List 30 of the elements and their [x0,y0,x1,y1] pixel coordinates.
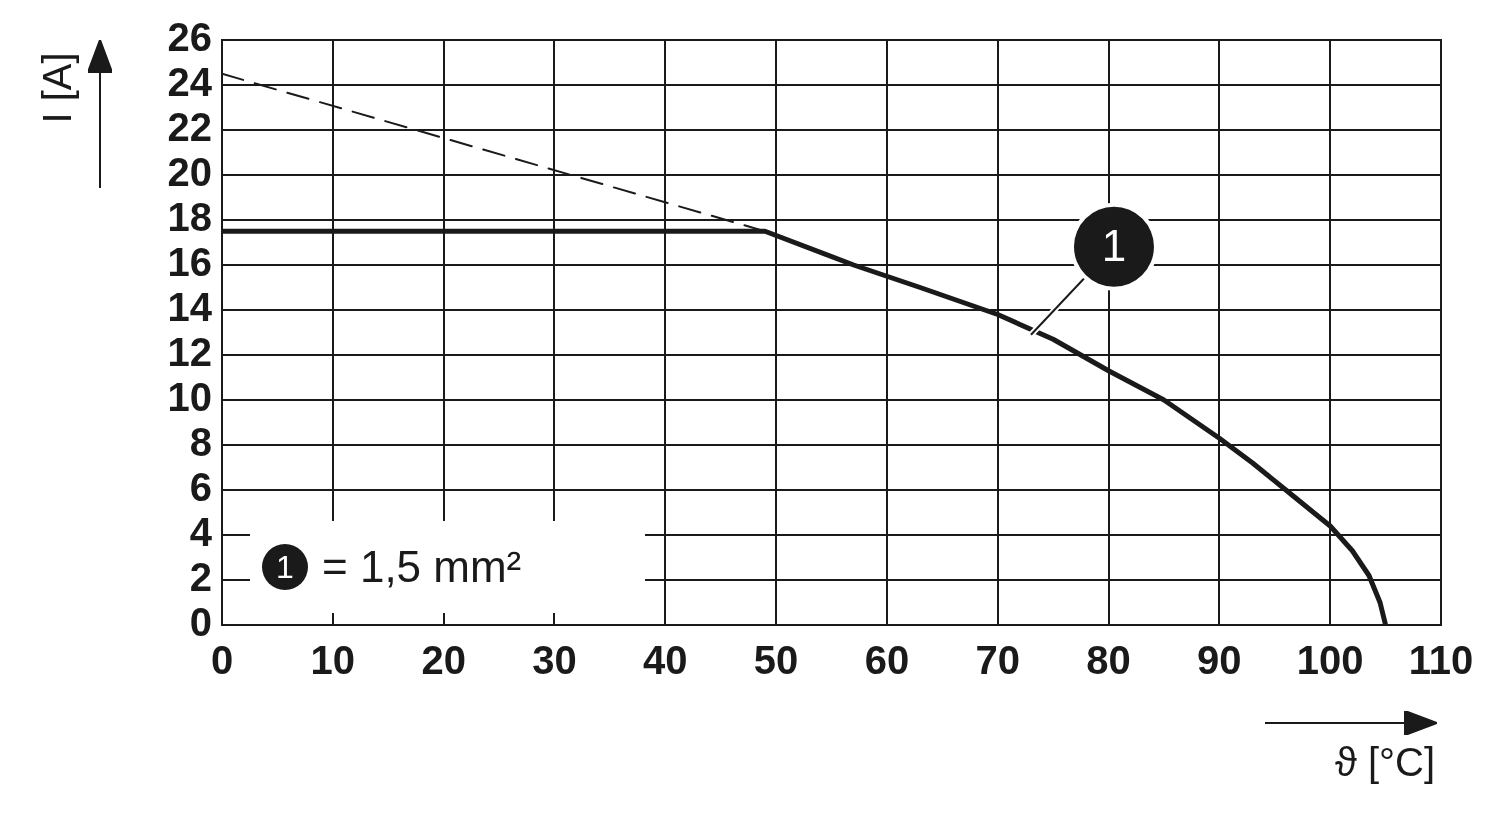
x-tick-label: 110 [1408,638,1474,683]
y-tick-label: 6 [189,465,212,510]
x-tick-label: 90 [1197,638,1242,683]
y-tick-label: 0 [189,600,212,645]
y-tick-label: 18 [167,195,212,240]
y-tick-label: 16 [167,240,212,285]
y-tick-label: 24 [167,60,213,105]
y-tick-label: 26 [167,15,212,60]
x-tick-label: 20 [421,638,466,683]
y-tick-label: 4 [189,510,213,555]
y-tick-label: 8 [189,420,212,465]
y-tick-label: 14 [167,285,213,330]
x-tick-label: 30 [532,638,577,683]
annotation: 1 [1101,220,1127,270]
x-tick-label: 70 [975,638,1020,683]
x-axis-title: ϑ [°C] [1334,740,1435,785]
x-tick-label: 100 [1296,638,1364,683]
x-tick-label: 50 [753,638,799,683]
y-tick-label: 12 [167,330,212,375]
x-tick-label: 60 [864,638,910,683]
key-box: 1 = 1,5 mm² [250,521,645,613]
annotation: = 1,5 mm² [322,542,522,592]
y-tick-label: 10 [167,375,212,420]
y-tick-label: 2 [189,555,212,600]
y-tick-label: 22 [167,105,212,150]
x-tick-label: 40 [643,638,688,683]
y-axis-title: I [A] [34,52,80,124]
x-tick-label: 80 [1086,638,1131,683]
x-tick-label: 10 [310,638,356,683]
y-tick-label: 20 [167,150,212,195]
